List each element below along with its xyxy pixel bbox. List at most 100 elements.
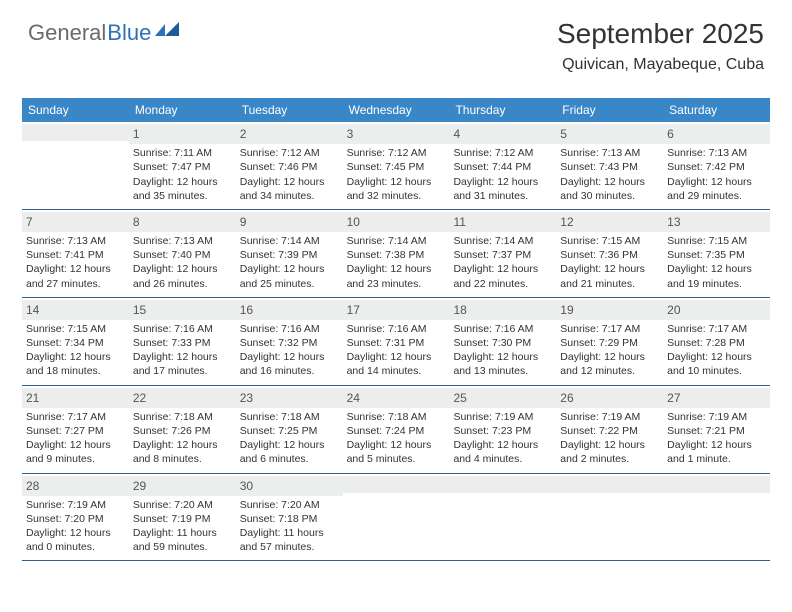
- day-info: Sunrise: 7:12 AMSunset: 7:44 PMDaylight:…: [453, 146, 552, 203]
- header-right: September 2025 Quivican, Mayabeque, Cuba: [557, 18, 764, 74]
- dow-cell: Thursday: [449, 98, 556, 122]
- day-info: Sunrise: 7:13 AMSunset: 7:42 PMDaylight:…: [667, 146, 766, 203]
- day-num-row: 24: [343, 388, 450, 408]
- day-info-line: Sunrise: 7:13 AM: [560, 146, 659, 160]
- day-num: 27: [667, 391, 680, 405]
- empty-num-row: [343, 476, 450, 493]
- day-info-line: Sunrise: 7:14 AM: [240, 234, 339, 248]
- day-info-line: Daylight: 12 hours and 14 minutes.: [347, 350, 446, 378]
- day-info-line: Daylight: 12 hours and 31 minutes.: [453, 175, 552, 203]
- day-cell: 1Sunrise: 7:11 AMSunset: 7:47 PMDaylight…: [129, 122, 236, 209]
- day-info-line: Sunrise: 7:19 AM: [667, 410, 766, 424]
- day-cell: 18Sunrise: 7:16 AMSunset: 7:30 PMDayligh…: [449, 298, 556, 385]
- day-info-line: Sunset: 7:44 PM: [453, 160, 552, 174]
- day-info-line: Sunset: 7:37 PM: [453, 248, 552, 262]
- empty-num-row: [556, 476, 663, 493]
- day-num-row: 14: [22, 300, 129, 320]
- day-info-line: Daylight: 12 hours and 25 minutes.: [240, 262, 339, 290]
- day-cell: 8Sunrise: 7:13 AMSunset: 7:40 PMDaylight…: [129, 210, 236, 297]
- day-info-line: Sunrise: 7:18 AM: [133, 410, 232, 424]
- day-info-line: Sunset: 7:20 PM: [26, 512, 125, 526]
- day-info-line: Sunrise: 7:12 AM: [240, 146, 339, 160]
- day-info: Sunrise: 7:20 AMSunset: 7:18 PMDaylight:…: [240, 498, 339, 555]
- day-num-row: 5: [556, 124, 663, 144]
- day-cell: 20Sunrise: 7:17 AMSunset: 7:28 PMDayligh…: [663, 298, 770, 385]
- day-info-line: Sunrise: 7:13 AM: [133, 234, 232, 248]
- day-info-line: Sunset: 7:31 PM: [347, 336, 446, 350]
- day-cell: 22Sunrise: 7:18 AMSunset: 7:26 PMDayligh…: [129, 386, 236, 473]
- day-num-row: 28: [22, 476, 129, 496]
- day-info-line: Sunset: 7:24 PM: [347, 424, 446, 438]
- day-num: 24: [347, 391, 360, 405]
- day-info-line: Sunset: 7:43 PM: [560, 160, 659, 174]
- day-info-line: Sunrise: 7:15 AM: [667, 234, 766, 248]
- day-info-line: Daylight: 12 hours and 27 minutes.: [26, 262, 125, 290]
- day-cell: 14Sunrise: 7:15 AMSunset: 7:34 PMDayligh…: [22, 298, 129, 385]
- day-info-line: Sunrise: 7:17 AM: [26, 410, 125, 424]
- dow-cell: Sunday: [22, 98, 129, 122]
- day-info: Sunrise: 7:13 AMSunset: 7:43 PMDaylight:…: [560, 146, 659, 203]
- day-num-row: 26: [556, 388, 663, 408]
- day-info-line: Daylight: 12 hours and 34 minutes.: [240, 175, 339, 203]
- day-info: Sunrise: 7:19 AMSunset: 7:23 PMDaylight:…: [453, 410, 552, 467]
- day-num: 11: [453, 215, 465, 229]
- day-cell: 26Sunrise: 7:19 AMSunset: 7:22 PMDayligh…: [556, 386, 663, 473]
- day-num-row: 18: [449, 300, 556, 320]
- day-info: Sunrise: 7:19 AMSunset: 7:21 PMDaylight:…: [667, 410, 766, 467]
- day-info-line: Daylight: 12 hours and 21 minutes.: [560, 262, 659, 290]
- day-cell: 4Sunrise: 7:12 AMSunset: 7:44 PMDaylight…: [449, 122, 556, 209]
- day-info-line: Daylight: 12 hours and 4 minutes.: [453, 438, 552, 466]
- day-cell: 11 Sunrise: 7:14 AMSunset: 7:37 PMDayligh…: [449, 210, 556, 297]
- day-num-row: 6: [663, 124, 770, 144]
- day-num: 12: [560, 215, 573, 229]
- day-info-line: Sunrise: 7:18 AM: [347, 410, 446, 424]
- day-num: 28: [26, 479, 39, 493]
- day-info-line: Sunrise: 7:12 AM: [347, 146, 446, 160]
- day-info: Sunrise: 7:19 AMSunset: 7:20 PMDaylight:…: [26, 498, 125, 555]
- day-num: 7: [26, 215, 33, 229]
- day-num-row: 13: [663, 212, 770, 232]
- day-info-line: Daylight: 11 hours and 59 minutes.: [133, 526, 232, 554]
- day-num-row: 9: [236, 212, 343, 232]
- day-info-line: Daylight: 12 hours and 1 minute.: [667, 438, 766, 466]
- day-num: 18: [453, 303, 466, 317]
- day-num: 5: [560, 127, 567, 141]
- day-info-line: Daylight: 12 hours and 22 minutes.: [453, 262, 552, 290]
- day-info-line: Sunrise: 7:17 AM: [667, 322, 766, 336]
- calendar: SundayMondayTuesdayWednesdayThursdayFrid…: [22, 98, 770, 561]
- day-info-line: Daylight: 12 hours and 16 minutes.: [240, 350, 339, 378]
- location: Quivican, Mayabeque, Cuba: [557, 56, 764, 74]
- day-cell: 16Sunrise: 7:16 AMSunset: 7:32 PMDayligh…: [236, 298, 343, 385]
- day-cell: 9Sunrise: 7:14 AMSunset: 7:39 PMDaylight…: [236, 210, 343, 297]
- day-num-row: 17: [343, 300, 450, 320]
- day-num: 13: [667, 215, 680, 229]
- day-num: 9: [240, 215, 247, 229]
- day-num: 2: [240, 127, 247, 141]
- day-num: 1: [133, 127, 140, 141]
- day-info: Sunrise: 7:20 AMSunset: 7:19 PMDaylight:…: [133, 498, 232, 555]
- day-info-line: Sunset: 7:25 PM: [240, 424, 339, 438]
- day-num-row: 11: [449, 212, 556, 232]
- day-info-line: Sunset: 7:35 PM: [667, 248, 766, 262]
- day-cell: 7Sunrise: 7:13 AMSunset: 7:41 PMDaylight…: [22, 210, 129, 297]
- day-num-row: 20: [663, 300, 770, 320]
- day-num: 30: [240, 479, 253, 493]
- day-cell: 27 Sunrise: 7:19 AMSunset: 7:21 PMDayligh…: [663, 386, 770, 473]
- day-info-line: Sunrise: 7:20 AM: [240, 498, 339, 512]
- day-info-line: Sunrise: 7:14 AM: [453, 234, 552, 248]
- day-num-row: 23: [236, 388, 343, 408]
- day-cell: 6Sunrise: 7:13 AMSunset: 7:42 PMDaylight…: [663, 122, 770, 209]
- dow-cell: Friday: [556, 98, 663, 122]
- day-info-line: Sunrise: 7:16 AM: [347, 322, 446, 336]
- day-cell: [22, 122, 129, 209]
- day-cell: 10Sunrise: 7:14 AMSunset: 7:38 PMDayligh…: [343, 210, 450, 297]
- day-num-row: 3: [343, 124, 450, 144]
- day-info: Sunrise: 7:12 AMSunset: 7:46 PMDaylight:…: [240, 146, 339, 203]
- day-info-line: Daylight: 12 hours and 10 minutes.: [667, 350, 766, 378]
- day-num: 15: [133, 303, 146, 317]
- day-cell: 13Sunrise: 7:15 AMSunset: 7:35 PMDayligh…: [663, 210, 770, 297]
- day-info-line: Sunset: 7:46 PM: [240, 160, 339, 174]
- day-info-line: Sunset: 7:47 PM: [133, 160, 232, 174]
- day-cell: 28 Sunrise: 7:19 AMSunset: 7:20 PMDayligh…: [22, 474, 129, 561]
- day-cell: 23Sunrise: 7:18 AMSunset: 7:25 PMDayligh…: [236, 386, 343, 473]
